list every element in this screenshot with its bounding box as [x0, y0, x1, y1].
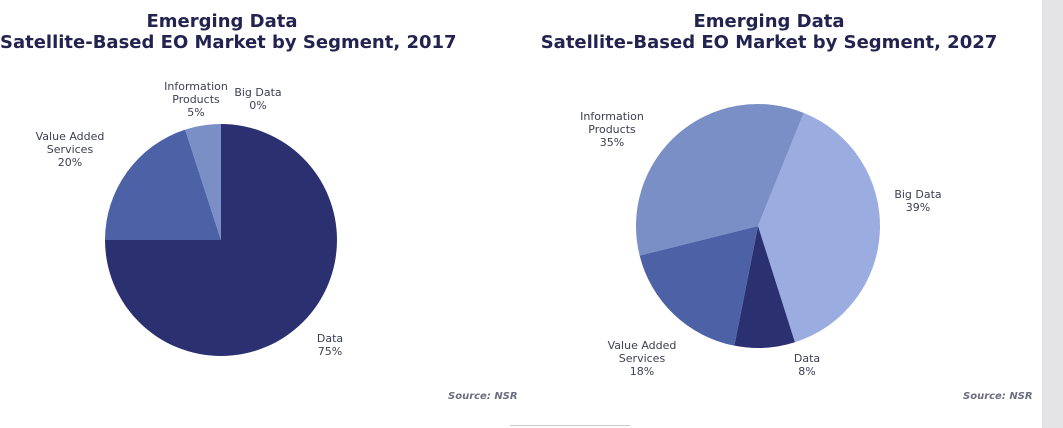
- slice-label-big-data: Big Data 39%: [894, 188, 941, 214]
- pie-slice-information-products: [635, 103, 804, 256]
- pie-slice-value-added-services: [639, 226, 758, 346]
- chart-title-line2: Satellite-Based EO Market by Segment, 20…: [540, 32, 998, 53]
- pie-chart-2017: Emerging Data Satellite-Based EO Market …: [0, 0, 530, 428]
- pie-slice-information-products: [185, 124, 221, 240]
- side-scroll-strip: [1042, 0, 1063, 428]
- slice-label-information-products: Information Products 5%: [164, 80, 228, 119]
- slice-name-line: Value Added: [35, 130, 105, 143]
- slice-label-value-added-services: Value Added Services 20%: [36, 130, 105, 169]
- slice-value-label: 5%: [187, 106, 205, 119]
- slice-name-line: Services: [618, 352, 666, 365]
- chart-title-line1: Emerging Data: [146, 11, 298, 32]
- slice-label-value-added-services: Value Added Services 18%: [608, 339, 677, 378]
- pie-svg-2017: [105, 124, 337, 356]
- pie-slice-big-data: [758, 112, 881, 343]
- slice-value-label: 0%: [249, 99, 267, 112]
- pie-chart-2027: Emerging Data Satellite-Based EO Market …: [530, 0, 1042, 428]
- source-note: Source: NSR: [963, 391, 1033, 402]
- slice-label-data: Data 75%: [317, 332, 343, 358]
- slice-name-line: Big Data: [234, 86, 282, 99]
- slice-name-line: Data: [793, 352, 821, 365]
- slice-label-big-data: Big Data 0%: [234, 86, 281, 112]
- slice-label-data: Data 8%: [794, 352, 820, 378]
- slice-name-line: Information: [580, 110, 644, 123]
- slice-name-line: Big Data: [894, 188, 942, 201]
- slice-name-line: Products: [588, 123, 636, 136]
- slice-value-label: 8%: [798, 365, 816, 378]
- chart-title-line1: Emerging Data: [693, 11, 845, 32]
- slice-name-line: Data: [316, 332, 344, 345]
- slice-value-label: 35%: [599, 136, 625, 149]
- slice-value-label: 39%: [905, 201, 931, 214]
- source-note: Source: NSR: [448, 391, 518, 402]
- chart-title-line2: Satellite-Based EO Market by Segment, 20…: [0, 32, 457, 53]
- slice-name-line: Value Added: [607, 339, 677, 352]
- slice-value-label: 18%: [629, 365, 655, 378]
- pie-svg-2027: [635, 103, 881, 349]
- slice-name-line: Information: [164, 80, 228, 93]
- pie-slice-data: [734, 226, 795, 349]
- pie-slice-value-added-services: [105, 129, 221, 240]
- bottom-divider: [510, 425, 630, 426]
- slice-name-line: Services: [46, 143, 94, 156]
- slice-value-label: 20%: [57, 156, 83, 169]
- slice-value-label: 75%: [317, 345, 343, 358]
- slice-label-information-products: Information Products 35%: [580, 110, 644, 149]
- slice-name-line: Products: [172, 93, 220, 106]
